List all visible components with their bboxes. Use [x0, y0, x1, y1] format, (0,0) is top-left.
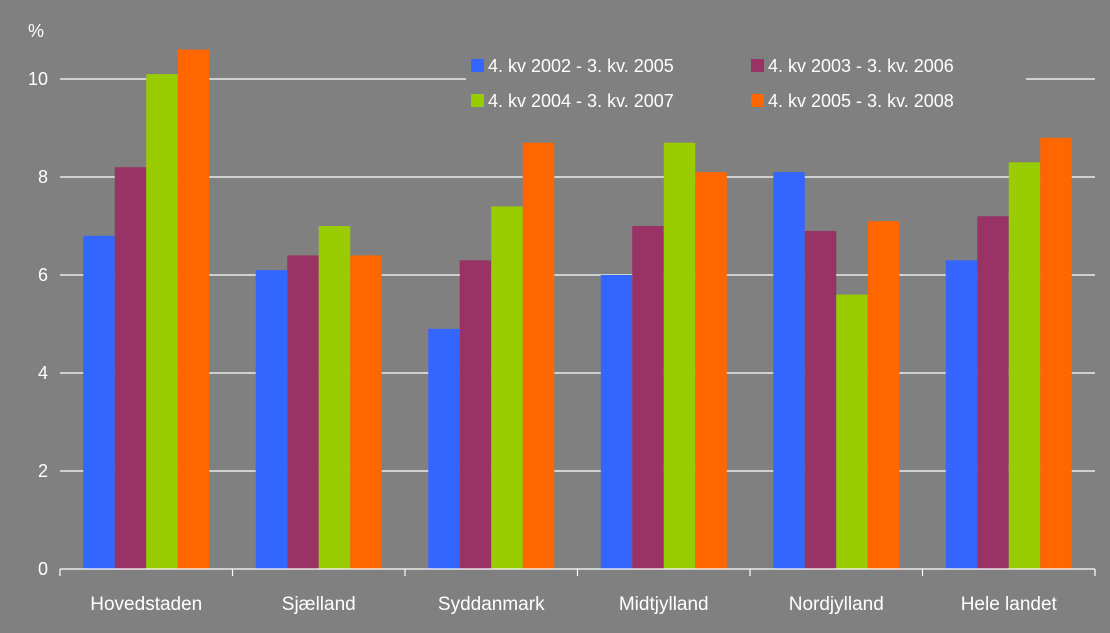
bar — [600, 275, 633, 569]
legend-swatch — [751, 94, 764, 107]
x-tick-label: Syddanmark — [438, 594, 545, 615]
x-tick-label: Hele landet — [961, 594, 1058, 615]
bar — [1008, 162, 1041, 570]
legend-label: 4. kv 2005 - 3. kv. 2008 — [768, 91, 954, 111]
bar — [1040, 137, 1072, 570]
legend-swatch — [471, 94, 484, 107]
bar — [632, 226, 664, 569]
bar — [350, 255, 382, 569]
bar — [318, 226, 351, 569]
x-tick-label: Hovedstaden — [90, 594, 202, 615]
bar — [459, 260, 492, 569]
x-tick-label: Midtjylland — [619, 594, 709, 615]
bar — [114, 167, 147, 569]
legend-label: 4. kv 2004 - 3. kv. 2007 — [488, 91, 674, 111]
bars — [83, 49, 1072, 570]
bar — [177, 49, 210, 570]
y-tick-label: 10 — [28, 69, 48, 89]
legend-label: 4. kv 2002 - 3. kv. 2005 — [488, 56, 674, 76]
legend-background — [466, 48, 1026, 110]
y-tick-label: 2 — [38, 461, 48, 481]
bar — [287, 255, 319, 569]
bar — [146, 74, 178, 569]
y-tick-label: 4 — [38, 363, 48, 383]
bar — [83, 235, 115, 570]
y-tick-label: 6 — [38, 265, 48, 285]
y-tick-label: 8 — [38, 167, 48, 187]
bar — [773, 172, 805, 569]
y-unit-label: % — [28, 21, 44, 41]
bar — [428, 328, 460, 569]
bar — [836, 294, 868, 569]
bar — [867, 221, 900, 569]
legend-label: 4. kv 2003 - 3. kv. 2006 — [768, 56, 954, 76]
bar — [945, 260, 978, 569]
x-tick-label: Sjælland — [282, 594, 356, 615]
legend-swatch — [751, 59, 764, 72]
x-tick-label: Nordjylland — [789, 594, 884, 615]
legend-swatch — [471, 59, 484, 72]
bar — [491, 206, 523, 569]
legend: 4. kv 2002 - 3. kv. 2005 4. kv 2003 - 3. … — [466, 48, 1026, 111]
gridlines — [60, 78, 1095, 472]
bar — [663, 142, 696, 569]
bar — [255, 270, 288, 569]
bar — [977, 216, 1009, 569]
bar — [522, 142, 555, 569]
bar — [804, 230, 837, 569]
y-tick-label: 0 — [38, 559, 48, 579]
axes: % 0 2 4 6 8 10 Hovedstaden Sjælland Syddanmark Mi… — [28, 21, 1096, 615]
bar — [695, 172, 727, 569]
